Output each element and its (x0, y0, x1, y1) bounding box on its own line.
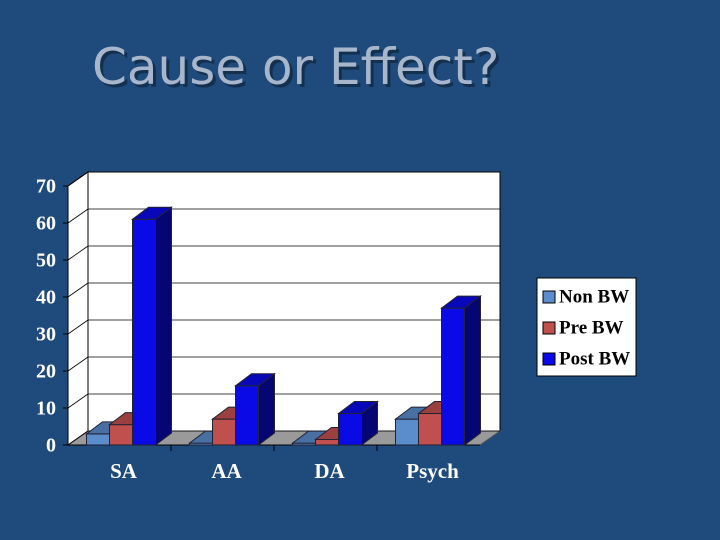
grid-line (67, 319, 89, 335)
side-wall (67, 171, 89, 446)
bar-side (258, 372, 275, 446)
grid-line (67, 430, 89, 446)
bar (315, 438, 339, 446)
x-tick-label: SA (110, 459, 138, 483)
y-tick-label: 0 (46, 435, 56, 457)
bar (109, 424, 133, 446)
legend-label: Pre BW (559, 317, 624, 338)
legend-label: Non BW (559, 286, 629, 307)
legend-label: Post BW (559, 348, 630, 369)
bar-side (464, 295, 481, 446)
y-tick-label: 50 (36, 250, 56, 272)
grid-line (67, 208, 89, 224)
grid-line (67, 393, 89, 409)
legend-swatch (542, 352, 556, 366)
title-shadow: Cause or Effect? (95, 41, 502, 99)
y-tick-label: 40 (36, 287, 56, 309)
bar-side (155, 206, 172, 446)
grid-line (67, 356, 89, 372)
x-tick-label: DA (314, 459, 345, 483)
y-tick-label: 70 (36, 176, 56, 198)
y-tick-label: 10 (36, 398, 56, 420)
bar (418, 413, 442, 446)
bar (212, 418, 236, 446)
chart-title: Cause or Effect? (92, 38, 499, 96)
bar (132, 218, 156, 446)
bar (235, 385, 259, 446)
bar-side (361, 400, 378, 446)
x-tick-label: AA (211, 459, 242, 483)
grid-line (67, 245, 89, 261)
legend-swatch (542, 321, 556, 335)
bar (441, 307, 465, 446)
bar (395, 418, 419, 446)
bar (86, 433, 110, 446)
legend-swatch (542, 290, 556, 304)
x-tick-label: Psych (406, 459, 459, 483)
grid-line (67, 171, 89, 187)
grid-line (67, 282, 89, 298)
y-tick-label: 20 (36, 361, 56, 383)
bar (338, 413, 362, 446)
y-tick-label: 60 (36, 213, 56, 235)
y-tick-label: 30 (36, 324, 56, 346)
